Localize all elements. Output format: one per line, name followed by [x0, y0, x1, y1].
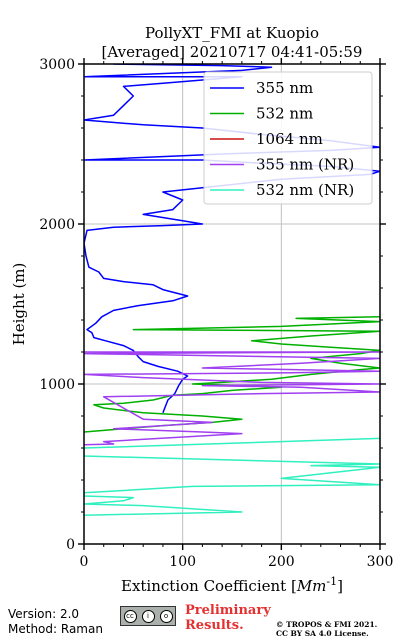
legend-label-355-nm-nr: 355 nm (NR) [256, 156, 354, 174]
y-tick-label-0: 0 [66, 537, 75, 553]
x-tick-label-0: 0 [80, 554, 89, 570]
series-line-532-nm [84, 316, 380, 433]
by-icon: i [141, 609, 155, 623]
chart-title-line1: PollyXT_FMI at Kuopio [145, 24, 319, 42]
method-label: Method: Raman [8, 622, 103, 636]
cc-license-badge: cc i o [120, 606, 176, 626]
legend-label-1064-nm: 1064 nm [256, 130, 323, 148]
legend-label-532-nm: 532 nm [256, 105, 313, 123]
y-tick-label-2: 2000 [39, 217, 75, 233]
x-tick-label-1: 100 [169, 554, 196, 570]
plot-series [84, 64, 380, 516]
cc-icon: cc [123, 609, 137, 623]
x-tick-label-2: 200 [268, 554, 295, 570]
legend-label-532-nm-nr: 532 nm (NR) [256, 181, 354, 199]
x-tick-label-3: 300 [367, 554, 394, 570]
x-axis-label-unit: Mm [296, 577, 327, 595]
x-axis-label-exp: -1 [326, 575, 337, 588]
chart-title-line2: [Averaged] 20210717 04:41-05:59 [102, 43, 363, 61]
preliminary-line2: Results. [185, 618, 244, 633]
legend-box [203, 71, 373, 205]
copyright-line1: © TROPOS & FMI 2021. [276, 620, 378, 629]
plot-frame [83, 63, 381, 545]
legend: 355 nm 532 nm 1064 nm 355 nm (NR) 532 nm (NR… [203, 71, 373, 205]
preliminary-notice: Preliminary Results. [185, 603, 275, 633]
y-tick-label-1: 1000 [39, 377, 75, 393]
series-line-532-nm-nr [84, 437, 380, 516]
x-axis-label-prefix: Extinction Coefficient [ [121, 577, 297, 595]
series-line-355-nm [84, 64, 380, 414]
copyright-notice: © TROPOS & FMI 2021. CC BY SA 4.0 License… [276, 620, 400, 638]
version-label: Version: 2.0 [8, 607, 80, 621]
preliminary-line1: Preliminary [185, 603, 271, 618]
copyright-line2: CC BY SA 4.0 License. [276, 629, 369, 638]
x-axis-label-suffix: ] [337, 577, 343, 595]
x-axis-label: Extinction Coefficient [Mm-1] [121, 575, 343, 595]
y-tick-label-3: 3000 [39, 57, 75, 73]
y-axis-label: Height (m) [10, 263, 28, 346]
extinction-chart: PollyXT_FMI at Kuopio [Averaged] 2021071… [10, 24, 393, 595]
series-line-355-nm-nr [84, 351, 380, 446]
legend-label-355-nm: 355 nm [256, 79, 313, 97]
sa-icon: o [159, 609, 173, 623]
